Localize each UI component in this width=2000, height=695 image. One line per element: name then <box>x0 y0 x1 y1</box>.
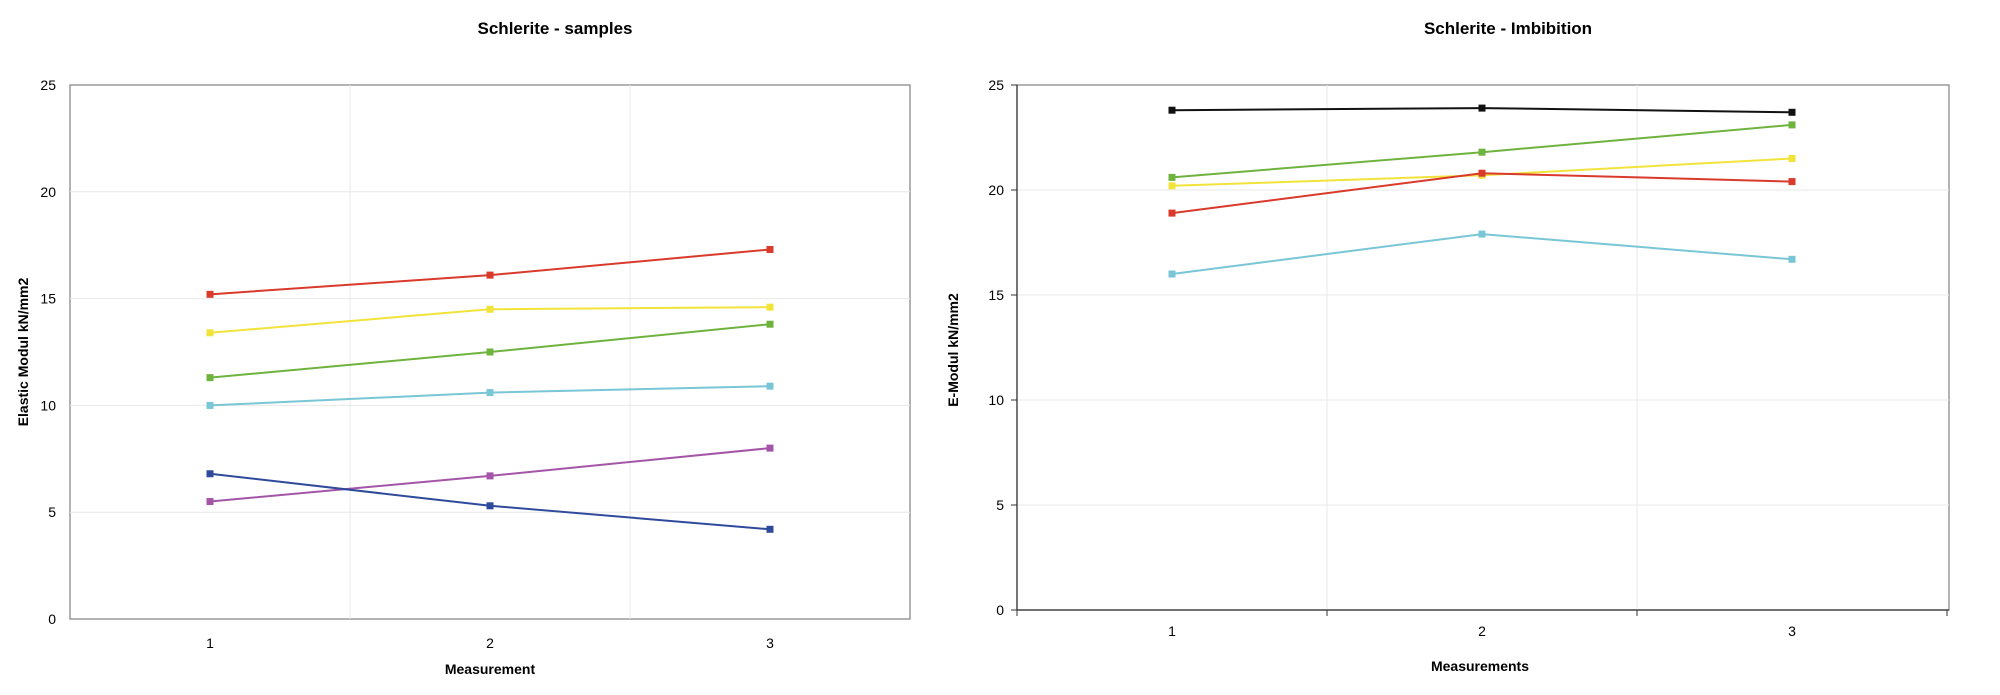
x-tick-label: 3 <box>1788 623 1796 639</box>
data-point <box>206 470 214 478</box>
y-axis-label: Elastic Modul kN/mm2 <box>15 277 31 426</box>
data-point <box>766 303 774 311</box>
y-tick-labels: 0 5 10 15 20 25 <box>40 77 56 627</box>
y-tick-label: 15 <box>988 287 1004 303</box>
x-tick-label: 3 <box>766 635 774 651</box>
x-tick-label: 1 <box>1168 623 1176 639</box>
data-point <box>486 502 494 510</box>
chart-title: Schlerite - Imbibition <box>1424 19 1592 38</box>
y-tick-label: 0 <box>996 602 1004 618</box>
chart-imbibition: Schlerite - Imbibition 0 5 10 15 20 25 1 2 3 Me… <box>945 19 1950 674</box>
y-tick-label: 5 <box>996 497 1004 513</box>
data-point <box>486 472 494 480</box>
series-lines <box>1168 104 1796 278</box>
data-point <box>1168 209 1176 217</box>
series-lines <box>206 245 774 533</box>
data-point <box>1168 182 1176 190</box>
data-point <box>206 290 214 298</box>
x-axis-label: Measurement <box>445 661 536 677</box>
data-point <box>766 320 774 328</box>
data-point <box>486 271 494 279</box>
data-point <box>1168 173 1176 181</box>
y-tick-labels: 0 5 10 15 20 25 <box>988 77 1004 618</box>
data-point <box>486 305 494 313</box>
y-tick-label: 25 <box>988 77 1004 93</box>
y-tick-label: 15 <box>40 291 56 307</box>
data-point <box>766 444 774 452</box>
x-tick-label: 2 <box>1478 623 1486 639</box>
y-tick-label: 20 <box>988 182 1004 198</box>
data-point <box>766 382 774 390</box>
x-tick-label: 1 <box>206 635 214 651</box>
chart-title: Schlerite - samples <box>478 19 633 38</box>
x-tick-labels: 1 2 3 <box>1168 623 1796 639</box>
y-tick-label: 10 <box>988 392 1004 408</box>
y-tick-label: 10 <box>40 397 56 413</box>
chart-samples: Schlerite - samples 0 5 10 15 20 25 1 2 3 Measu… <box>15 19 911 677</box>
data-point <box>1478 230 1486 238</box>
data-point <box>206 498 214 506</box>
x-tick-label: 2 <box>486 635 494 651</box>
y-tick-label: 5 <box>48 504 56 520</box>
y-tick-label: 25 <box>40 77 56 93</box>
data-point <box>1478 104 1486 112</box>
data-point <box>1168 270 1176 278</box>
data-point <box>206 329 214 337</box>
data-point <box>1478 169 1486 177</box>
data-point <box>206 374 214 382</box>
data-point <box>1788 121 1796 129</box>
y-tick-label: 0 <box>48 611 56 627</box>
x-axis-label: Measurements <box>1431 658 1529 674</box>
gridlines <box>1017 85 1949 610</box>
y-tick-label: 20 <box>40 184 56 200</box>
x-tick-marks <box>1011 84 1948 616</box>
data-point <box>1788 155 1796 162</box>
data-point <box>486 348 494 356</box>
plot-area <box>1016 84 1950 611</box>
data-point <box>1788 178 1796 186</box>
data-point <box>1788 108 1796 116</box>
y-axis-label: E-Modul kN/mm2 <box>945 293 961 407</box>
data-point <box>766 245 774 253</box>
data-point <box>1788 255 1796 263</box>
data-point <box>486 389 494 397</box>
data-point <box>1168 106 1176 114</box>
x-tick-labels: 1 2 3 <box>206 635 774 651</box>
data-point <box>1478 148 1486 156</box>
data-point <box>766 525 774 533</box>
data-point <box>206 401 214 409</box>
